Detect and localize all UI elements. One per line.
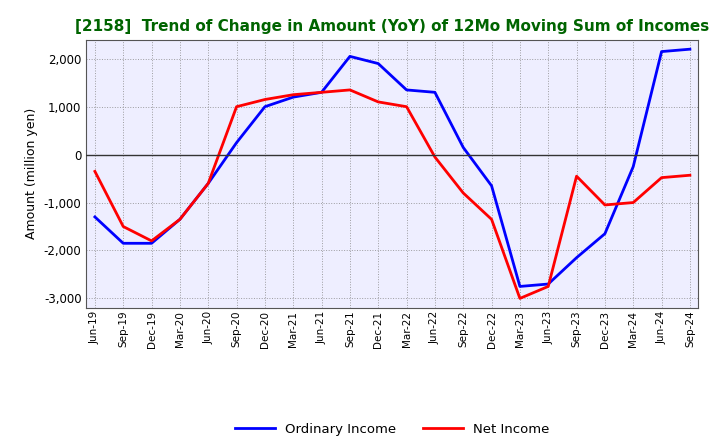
Ordinary Income: [261, 104, 269, 109]
Ordinary Income: [487, 183, 496, 188]
Ordinary Income: [148, 241, 156, 246]
Net Income: [657, 175, 666, 180]
Net Income: [600, 202, 609, 208]
Ordinary Income: [346, 54, 354, 59]
Net Income: [516, 296, 524, 301]
Ordinary Income: [572, 255, 581, 260]
Y-axis label: Amount (million yen): Amount (million yen): [25, 108, 38, 239]
Ordinary Income: [544, 282, 552, 287]
Net Income: [374, 99, 382, 105]
Line: Ordinary Income: Ordinary Income: [95, 49, 690, 286]
Net Income: [685, 172, 694, 178]
Ordinary Income: [516, 284, 524, 289]
Net Income: [261, 97, 269, 102]
Ordinary Income: [91, 214, 99, 220]
Ordinary Income: [374, 61, 382, 66]
Ordinary Income: [119, 241, 127, 246]
Net Income: [431, 154, 439, 160]
Net Income: [346, 87, 354, 92]
Ordinary Income: [233, 140, 241, 145]
Ordinary Income: [685, 47, 694, 52]
Net Income: [487, 216, 496, 222]
Net Income: [402, 104, 411, 109]
Ordinary Income: [431, 90, 439, 95]
Title: [2158]  Trend of Change in Amount (YoY) of 12Mo Moving Sum of Incomes: [2158] Trend of Change in Amount (YoY) o…: [76, 19, 709, 34]
Legend: Ordinary Income, Net Income: Ordinary Income, Net Income: [230, 418, 555, 440]
Ordinary Income: [657, 49, 666, 54]
Ordinary Income: [289, 95, 297, 100]
Ordinary Income: [204, 181, 212, 186]
Ordinary Income: [459, 145, 467, 150]
Ordinary Income: [402, 87, 411, 92]
Net Income: [572, 173, 581, 179]
Net Income: [148, 238, 156, 244]
Line: Net Income: Net Income: [95, 90, 690, 298]
Net Income: [119, 224, 127, 229]
Net Income: [233, 104, 241, 109]
Net Income: [629, 200, 637, 205]
Net Income: [176, 216, 184, 222]
Net Income: [459, 191, 467, 196]
Ordinary Income: [176, 216, 184, 222]
Net Income: [204, 181, 212, 186]
Ordinary Income: [629, 164, 637, 169]
Ordinary Income: [600, 231, 609, 236]
Net Income: [289, 92, 297, 97]
Net Income: [91, 169, 99, 174]
Net Income: [318, 90, 326, 95]
Net Income: [544, 284, 552, 289]
Ordinary Income: [318, 90, 326, 95]
